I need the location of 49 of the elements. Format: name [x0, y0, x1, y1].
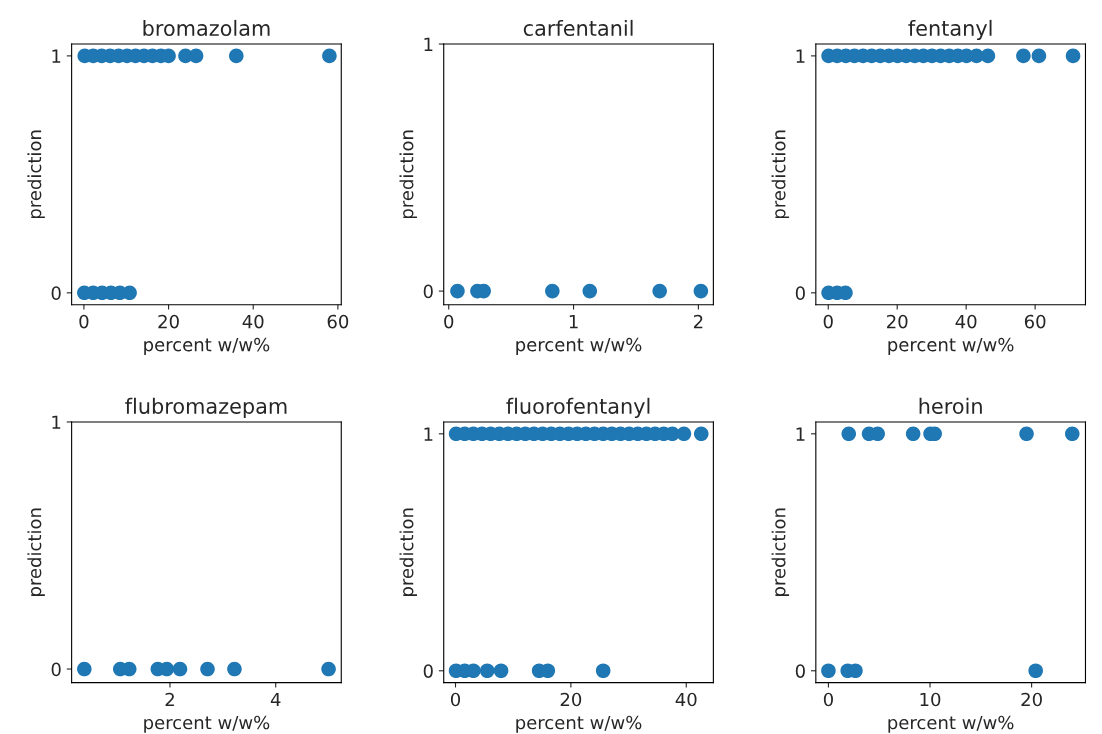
chart-title: fentanyl: [908, 19, 992, 41]
x-tick-label: 40: [242, 314, 264, 329]
x-tick-label: 20: [158, 314, 179, 329]
x-axis-title: percent w/w%: [888, 337, 1014, 355]
y-tick-label: 0: [423, 664, 433, 678]
y-tick-label: 0: [51, 286, 61, 300]
x-axis-title: percent w/w%: [888, 715, 1014, 733]
chart-title: fluorofentanyl: [506, 397, 650, 418]
y-axis-title: prediction: [771, 130, 790, 219]
x-tick-label: 1: [569, 314, 578, 329]
chart-title: flubromazepam: [125, 397, 287, 418]
y-axis-title: prediction: [399, 508, 417, 596]
y-tick-label: 1: [424, 427, 433, 441]
chart-title: heroin: [919, 397, 982, 414]
x-tick-label: 0: [79, 314, 89, 329]
x-tick-label: 10: [920, 692, 941, 707]
y-tick-label: 1: [52, 415, 61, 429]
y-axis-title: prediction: [27, 130, 45, 219]
x-tick-label: 40: [675, 692, 697, 707]
x-tick-label: 20: [560, 692, 582, 707]
x-tick-label: 20: [887, 314, 908, 329]
y-tick-label: 0: [795, 664, 805, 678]
y-tick-label: 1: [796, 49, 805, 63]
x-tick-label: 60: [1024, 314, 1046, 329]
x-tick-label: 4: [270, 692, 281, 707]
x-tick-label: 60: [327, 314, 349, 329]
x-axis-title: percent w/w%: [516, 337, 642, 355]
y-tick-label: 0: [795, 286, 805, 300]
x-axis-title: percent w/w%: [144, 337, 270, 355]
x-tick-label: 20: [1021, 692, 1042, 707]
x-tick-label: 40: [955, 314, 977, 329]
x-axis-title: percent w/w%: [144, 715, 270, 733]
y-tick-label: 1: [796, 427, 805, 441]
y-tick-label: 1: [52, 49, 61, 63]
y-tick-label: 1: [424, 37, 433, 51]
chart-title: bromazolam: [143, 19, 270, 36]
x-tick-label: 0: [444, 314, 454, 329]
y-tick-label: 0: [51, 662, 61, 677]
chart-title: carfentanil: [523, 19, 633, 36]
y-axis-title: prediction: [27, 508, 45, 596]
x-tick-label: 0: [823, 692, 833, 707]
x-tick-label: 0: [823, 314, 833, 329]
x-tick-label: 0: [450, 692, 461, 707]
x-axis-title: percent w/w%: [516, 715, 642, 733]
x-tick-label: 2: [165, 692, 174, 707]
y-axis-title: prediction: [771, 508, 790, 596]
y-tick-label: 0: [423, 284, 433, 299]
x-tick-label: 2: [693, 314, 703, 329]
y-axis-title: prediction: [399, 130, 417, 219]
